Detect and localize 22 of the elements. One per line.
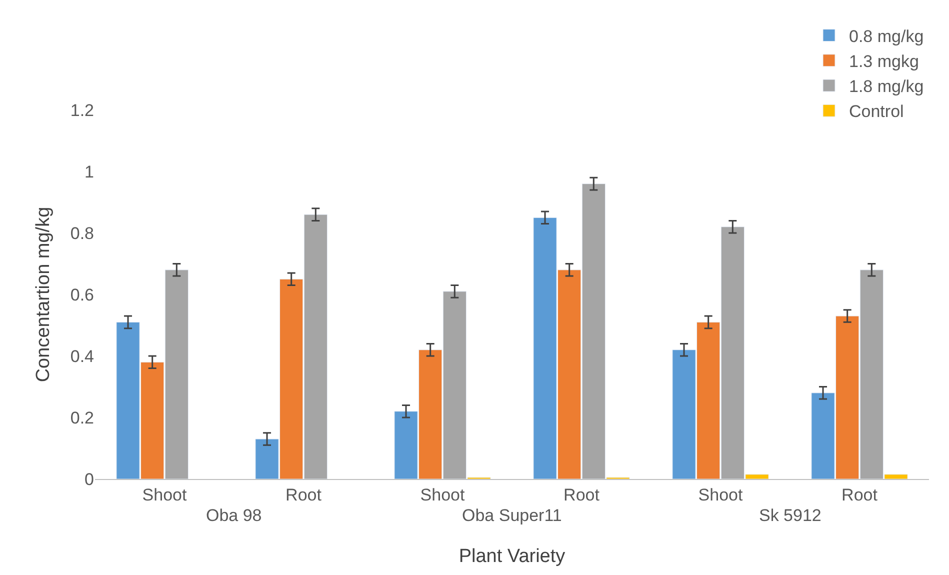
x-axis-title: Plant Variety [458, 546, 566, 568]
y-tick-label: 0.8 [70, 224, 94, 243]
y-axis-title: Concentartion mg/kg [33, 206, 54, 382]
legend-label: 0.8 mg/kg [849, 26, 924, 46]
legend-label: 1.3 mgkg [849, 52, 919, 72]
x-tick-label: Shoot [420, 485, 465, 504]
x-tick-label: Shoot [698, 485, 743, 504]
text: Oba Super11 [462, 506, 562, 525]
legend-label: Control [849, 102, 904, 122]
text: Sk 5912 [759, 506, 822, 525]
x-tick-label: Shoot [142, 485, 187, 504]
y-tick-label: 0 [84, 470, 94, 489]
y-tick-label: 0.6 [70, 285, 94, 304]
legend-label: 1.8 mg/kg [849, 77, 924, 96]
y-tick-label: 0.2 [70, 408, 94, 428]
x-tick-label: Root [842, 485, 878, 504]
text: Oba 98 [206, 506, 262, 525]
x-tick-label: Root [564, 485, 600, 504]
y-tick-label: 0.4 [70, 346, 94, 366]
x-tick-label: Root [286, 485, 322, 504]
y-tick-label: 1 [84, 162, 94, 182]
y-tick-label: 1.2 [70, 100, 94, 120]
